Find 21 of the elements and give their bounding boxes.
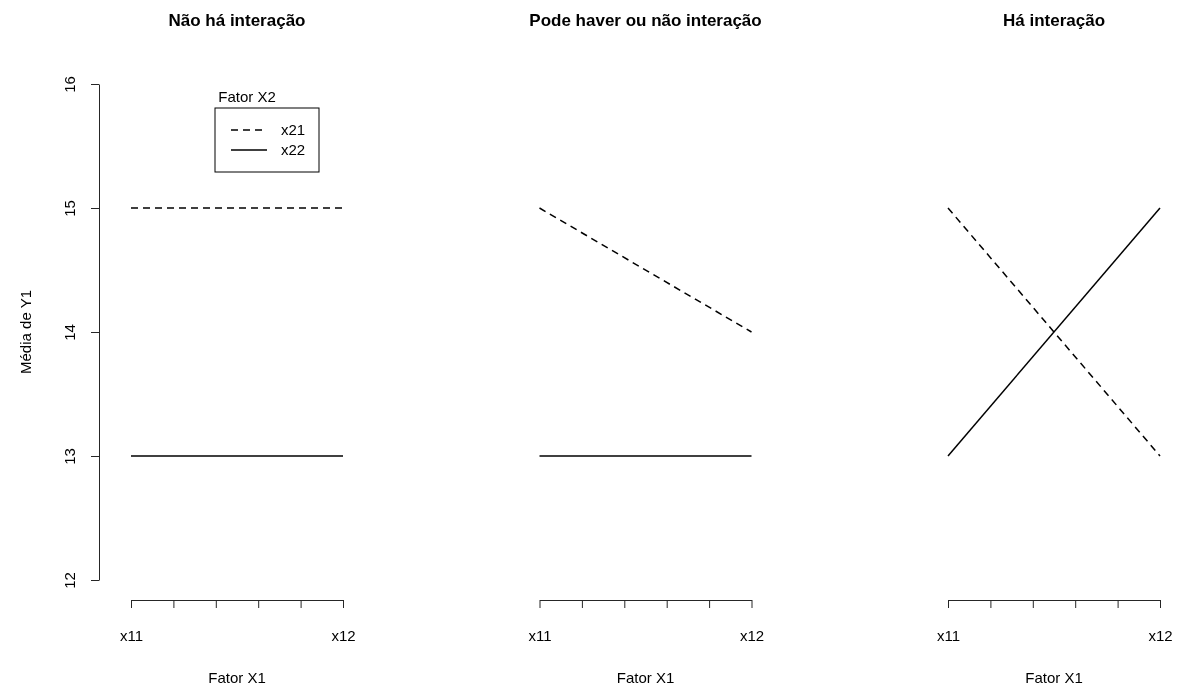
x-axis-title: Fator X1: [208, 669, 266, 686]
x-tick-label: x11: [936, 626, 961, 644]
chart-title: Pode haver ou não interação: [529, 11, 762, 30]
legend-label: x21: [281, 121, 306, 138]
x-tick-label: x12: [739, 626, 765, 644]
y-tick-label: 13: [61, 448, 78, 465]
y-tick-label: 15: [61, 200, 78, 217]
y-tick-label: 14: [61, 324, 78, 341]
chart-title: Há interação: [1002, 11, 1106, 30]
legend-label: x22: [281, 141, 306, 158]
y-tick-label: 16: [61, 76, 78, 93]
x-tick-label: x12: [1148, 626, 1173, 644]
chart-title: Não há interação: [168, 11, 306, 30]
x-tick-label: x12: [331, 626, 356, 644]
x-axis-title: Fator X1: [616, 669, 675, 686]
legend-title: Fator X2: [218, 88, 276, 105]
y-tick-label: 12: [61, 572, 78, 589]
x-axis-title: Fator X1: [1025, 669, 1083, 686]
x-tick-label: x11: [528, 626, 552, 644]
x-tick-label: x11: [119, 626, 144, 644]
y-axis-title: Média de Y1: [17, 290, 34, 374]
